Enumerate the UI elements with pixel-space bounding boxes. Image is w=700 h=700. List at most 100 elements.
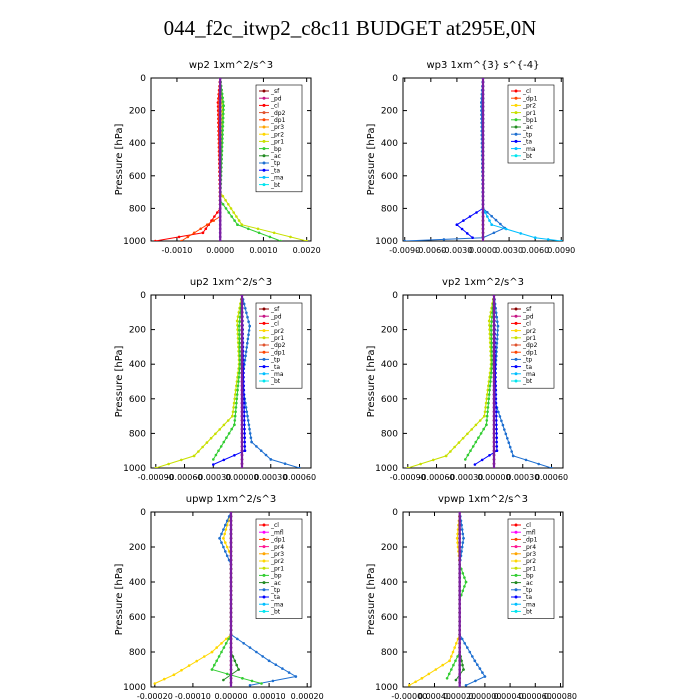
series-marker-mean [229,523,233,527]
series-marker-tp [287,671,291,674]
series-marker-tp [248,324,251,328]
series-marker-mean [481,129,485,133]
series-marker-tp [486,211,489,214]
y-tick-label: 400 [129,139,146,149]
series-marker-mean [240,367,244,370]
series-marker-tp [504,432,508,436]
series-marker-mean [218,186,222,190]
series-marker-cl [213,215,216,218]
legend-marker [262,307,266,311]
series-marker-mean [458,567,462,571]
series-marker-pr1 [484,401,488,405]
series-group [403,78,563,241]
series-marker-mean [240,380,244,383]
legend-marker [262,336,266,340]
series-marker-ta [242,406,246,409]
series-marker-pr1 [192,454,196,458]
y-axis-label: Pressure [hPa] [114,124,125,196]
series-marker-pr1 [180,458,183,462]
legend: _sf_pd_cl_dp2_dp1_pr3_pr2_pr1_bp_ac_tp_t… [255,84,303,193]
series-marker-mean [229,624,233,628]
y-tick-label: 800 [129,429,146,439]
legend-marker [514,537,518,541]
legend-entry: _sf [270,306,280,313]
series-marker-mean [240,371,244,375]
series-marker-ta [243,440,246,444]
series-marker-mean [240,337,244,340]
series-marker-pr2 [453,646,457,649]
panel-1: wp2 1xm^2/s^3 Pressure [hPa] 0 200 400 600 800… [114,60,321,255]
y-axis-label: Pressure [hPa] [366,346,377,418]
legend-marker [262,581,266,585]
series-marker-mean [458,633,462,636]
legend-marker [514,125,518,129]
series-marker-bp [477,436,480,440]
series-marker-tp [245,346,248,349]
series-marker-mean [229,607,233,610]
legend-marker [262,103,266,107]
series-marker-ta [243,414,246,418]
series-marker-mean [218,93,222,96]
series-marker-mean [229,541,233,544]
series-marker-mean [240,393,244,396]
series-marker-ta [471,236,474,239]
series-marker-ac [222,678,225,682]
x-tick-label: 0.00000 [477,473,510,482]
y-tick-label: 200 [381,107,398,117]
series-marker-mean [229,615,233,619]
series-marker-tp [244,354,247,358]
y-tick-label: 600 [381,613,398,623]
series-marker-tp [261,655,265,658]
series-marker-mean [229,672,233,676]
legend-marker [262,537,266,541]
series-marker-mean [240,466,244,468]
series-marker-mean [218,137,222,141]
series-marker-ta [488,454,491,457]
y-tick-label: 800 [381,648,398,658]
series-marker-mean [492,311,496,314]
series-marker-mean [229,580,233,584]
series-marker-ta [495,419,498,422]
series-marker-mean [240,324,244,327]
series-marker-ta [233,454,236,457]
series-marker-ta [242,388,246,392]
series-marker-ta [242,393,246,396]
series-marker-dp1 [180,239,183,241]
series-marker-mean [492,440,496,444]
y-tick-label: 800 [381,204,398,214]
series-marker-mean [218,121,222,125]
series-marker-pr1 [444,454,448,458]
series-marker-pr1 [222,423,226,427]
series-marker-tp [508,445,512,449]
series-marker-mean [229,589,233,593]
series-marker-pr1 [233,393,237,396]
series-marker-mean [481,186,485,190]
y-tick-label: 800 [381,429,398,439]
series-marker-bp [213,663,216,667]
series-line-pr1 [155,295,243,468]
series-marker-pr2 [408,684,411,687]
series-marker-mean [481,190,485,194]
series-marker-bp [490,320,493,324]
series-marker-bp [489,380,492,383]
series-marker-tp [218,537,221,540]
x-tick-label: -0.00000 [391,692,427,700]
series-group [154,295,301,468]
series-marker-bp [268,235,272,239]
series-marker-ta [243,419,246,422]
series-marker-ta [243,432,246,435]
legend-marker [514,365,518,369]
series-marker-tp [244,350,248,354]
x-tick-label: -0.00020 [137,692,173,700]
series-marker-pr2 [420,677,424,680]
series-marker-bp [238,371,241,375]
series-marker-mean [492,371,496,375]
series-marker-mean [481,88,485,92]
y-tick-label: 1000 [123,237,146,247]
legend: _cl_mfl_dp1_pr4_pr3_pr2_pr1_bp_ac_tp_ta_… [507,518,555,619]
series-marker-ta [495,423,498,427]
series-marker-mean [229,628,233,632]
legend-entry: _pr2 [522,103,536,110]
series-marker-bp [485,419,489,422]
x-tick-label: 0.00010 [253,692,286,700]
